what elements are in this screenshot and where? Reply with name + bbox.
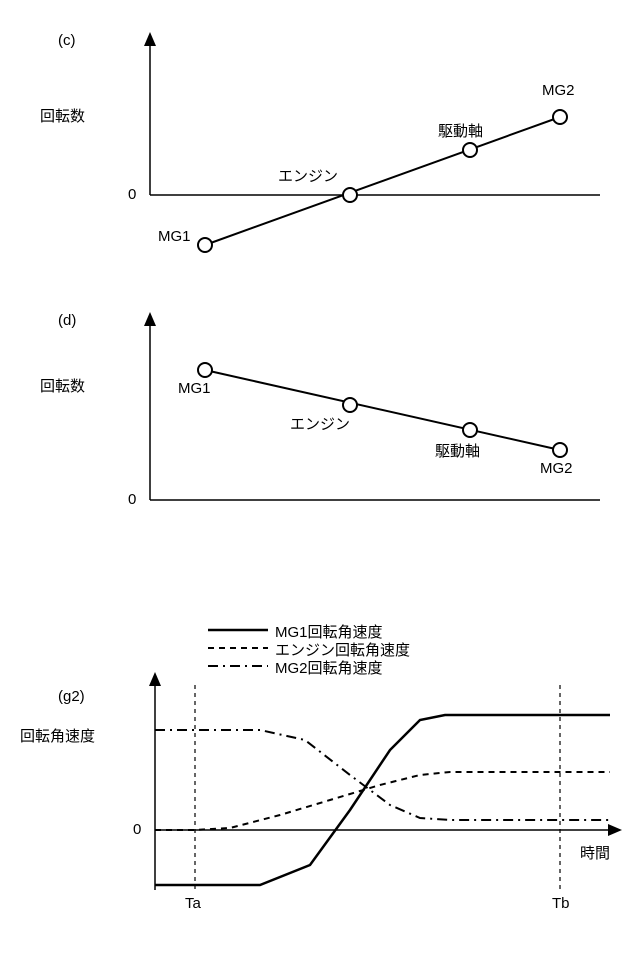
- panel-label-c: (c): [58, 32, 76, 49]
- label-engine-d: エンジン: [290, 413, 350, 434]
- chart-d-line: [205, 370, 560, 450]
- chart-d: (d) 回転数 0 MG1 エンジン 駆動軸 MG2: [50, 300, 610, 530]
- label-mg2-d: MG2: [540, 460, 573, 477]
- label-engine-c: エンジン: [278, 165, 338, 186]
- zero-label-c: 0: [128, 186, 136, 203]
- marker-drive: [463, 143, 477, 157]
- x-axis-label-g2: 時間: [580, 842, 610, 863]
- marker-mg2: [553, 110, 567, 124]
- marker-mg2: [553, 443, 567, 457]
- marker-engine: [343, 398, 357, 412]
- label-mg2-c: MG2: [542, 82, 575, 99]
- legend-label-mg2: MG2回転角速度: [275, 657, 383, 678]
- y-axis-arrow: [144, 32, 156, 46]
- series-engine: [155, 772, 610, 830]
- chart-c-line: [205, 117, 560, 245]
- label-drive-c: 駆動軸: [438, 120, 483, 141]
- marker-engine: [343, 188, 357, 202]
- marker-mg1: [198, 238, 212, 252]
- zero-label-d: 0: [128, 491, 136, 508]
- x-axis-arrow: [608, 824, 622, 836]
- y-axis-label-c: 回転数: [40, 105, 85, 126]
- marker-drive: [463, 423, 477, 437]
- y-axis-arrow: [149, 672, 161, 686]
- chart-c: (c) 回転数 0 MG1 エンジン 駆動軸 MG2: [50, 20, 610, 260]
- chart-c-svg: [50, 20, 610, 260]
- y-axis-label-d: 回転数: [40, 375, 85, 396]
- series-mg2: [155, 730, 610, 820]
- panel-label-d: (d): [58, 312, 76, 329]
- y-axis-arrow: [144, 312, 156, 326]
- label-ta: Ta: [185, 895, 201, 912]
- label-drive-d: 駆動軸: [435, 440, 480, 461]
- label-tb: Tb: [552, 895, 570, 912]
- label-mg1-c: MG1: [158, 228, 191, 245]
- chart-g2: (g2) 回転角速度 0 時間 Ta Tb MG1回転角速度 エンジン回転角速度…: [50, 590, 620, 930]
- label-mg1-d: MG1: [178, 380, 211, 397]
- y-axis-label-g2: 回転角速度: [20, 725, 95, 746]
- marker-mg1: [198, 363, 212, 377]
- zero-label-g2: 0: [133, 821, 141, 838]
- panel-label-g2: (g2): [58, 688, 85, 705]
